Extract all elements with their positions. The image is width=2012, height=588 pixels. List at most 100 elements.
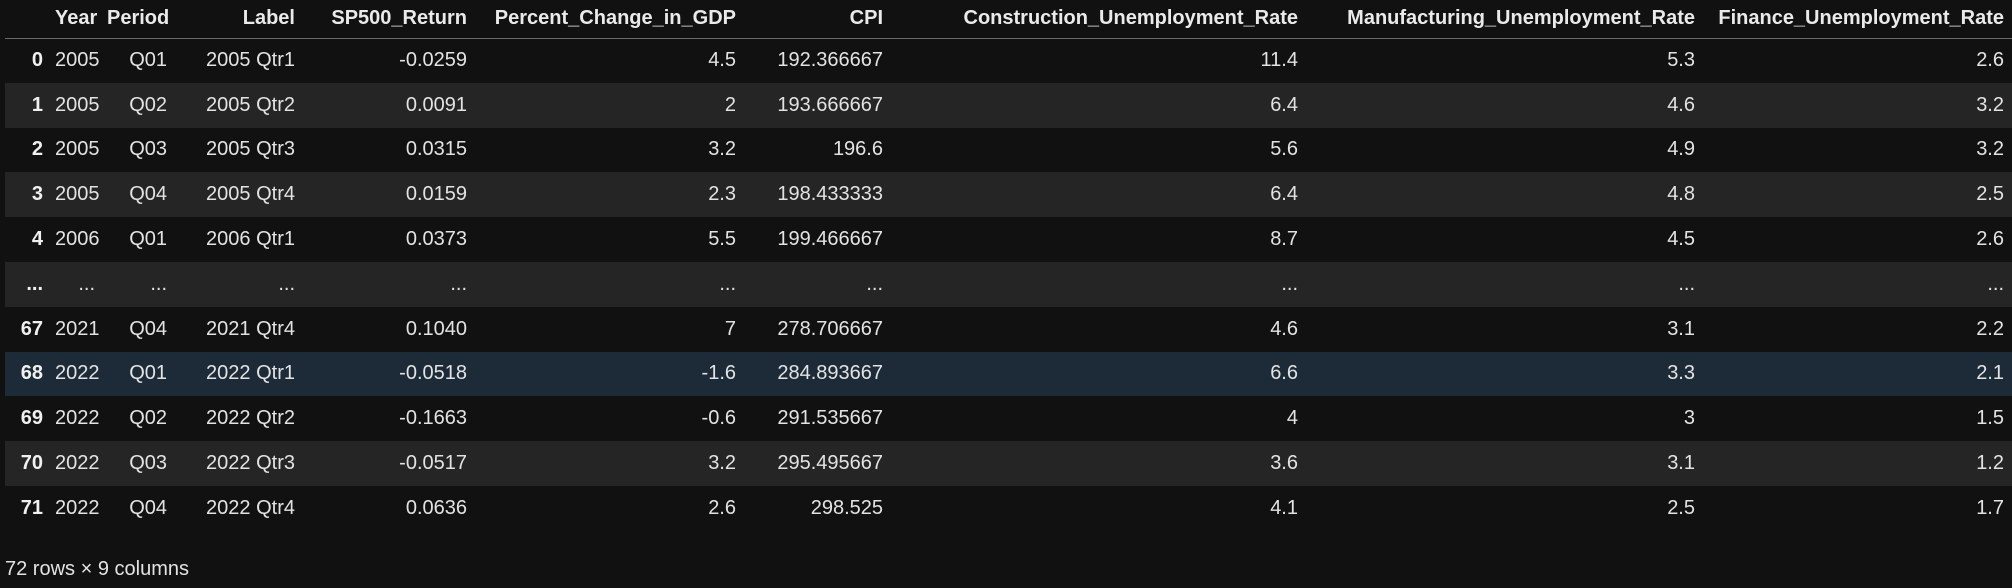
table-cell: 4.9 bbox=[1667, 138, 1695, 161]
table-cell: -0.6 bbox=[701, 407, 736, 430]
table-cell: Q02 bbox=[129, 407, 167, 430]
table-cell: 3.2 bbox=[1976, 93, 2004, 116]
table-cell: 3 bbox=[1683, 407, 1695, 430]
table-cell: 5.3 bbox=[1667, 49, 1695, 72]
table-cell: 3.2 bbox=[1976, 138, 2004, 161]
table-cell: -0.1663 bbox=[399, 407, 467, 430]
table-cell: 4.6 bbox=[1667, 93, 1695, 116]
table-cell: 1.5 bbox=[1976, 407, 2004, 430]
table-cell: 298.525 bbox=[810, 496, 883, 519]
table-cell: 5.5 bbox=[708, 228, 736, 251]
table-cell: 291.535667 bbox=[777, 407, 883, 430]
table-cell: 0.1040 bbox=[405, 317, 467, 340]
table-body: 0 2005 Q01 2005 Qtr1 -0.0259 4.5 192.366667 11.… bbox=[5, 38, 2012, 531]
table-cell: 2021 Qtr4 bbox=[206, 317, 295, 340]
table-row: 2 2005 Q03 2005 Qtr3 0.0315 3.2 196.6 5.6 4.9 3.2 bbox=[5, 127, 2012, 173]
table-cell: ... bbox=[719, 272, 736, 295]
table-cell: ... bbox=[450, 272, 467, 295]
row-index: 0 bbox=[31, 49, 43, 72]
row-index: 67 bbox=[20, 317, 43, 340]
table-cell: 8.7 bbox=[1270, 228, 1298, 251]
table-cell: 2.6 bbox=[1976, 49, 2004, 72]
table-row: 3 2005 Q04 2005 Qtr4 0.0159 2.3 198.433333 6.4 4… bbox=[5, 172, 2012, 218]
column-header-percent-change-in-gdp: Percent_Change_in_GDP bbox=[475, 0, 744, 39]
table-cell: 3.2 bbox=[708, 138, 736, 161]
table-cell: 3.1 bbox=[1667, 452, 1695, 475]
table-cell: 2005 bbox=[55, 49, 100, 72]
table-cell: 2022 bbox=[55, 452, 100, 475]
table-cell: 295.495667 bbox=[777, 452, 883, 475]
table-header-row: Year Period Label SP500_Return Percent_Chang… bbox=[5, 0, 2012, 39]
table-cell: 196.6 bbox=[832, 138, 883, 161]
table-cell: 2022 bbox=[55, 496, 100, 519]
table-cell: -1.6 bbox=[701, 362, 736, 385]
table-cell: 0.0636 bbox=[405, 496, 467, 519]
table-cell: 3.2 bbox=[708, 452, 736, 475]
table-row: 0 2005 Q01 2005 Qtr1 -0.0259 4.5 192.366667 11.… bbox=[5, 38, 2012, 83]
table-cell: 2005 Qtr1 bbox=[206, 49, 295, 72]
table-cell: 0.0159 bbox=[405, 183, 467, 206]
column-header-sp500-return: SP500_Return bbox=[303, 0, 475, 39]
table-row: 71 2022 Q04 2022 Qtr4 0.0636 2.6 298.525 4.1 2.5… bbox=[5, 485, 2012, 531]
table-cell: ... bbox=[1281, 272, 1298, 295]
table-cell: 4.8 bbox=[1667, 183, 1695, 206]
table-cell: 4.5 bbox=[708, 49, 736, 72]
table-cell: ... bbox=[866, 272, 883, 295]
table-cell: 4.6 bbox=[1270, 317, 1298, 340]
table-cell: 2005 bbox=[55, 183, 100, 206]
row-index: 71 bbox=[20, 496, 43, 519]
index-header bbox=[5, 0, 51, 39]
row-index: ... bbox=[26, 272, 43, 295]
table-cell: 11.4 bbox=[1260, 49, 1298, 72]
table-cell: 198.433333 bbox=[777, 183, 883, 206]
column-header-year: Year bbox=[51, 0, 103, 39]
column-header-construction-unemployment-rate: Construction_Unemployment_Rate bbox=[891, 0, 1306, 39]
row-index: 68 bbox=[20, 362, 43, 385]
table-cell: 4.1 bbox=[1270, 496, 1298, 519]
table-cell: 199.466667 bbox=[777, 228, 883, 251]
table-cell: 2.6 bbox=[708, 496, 736, 519]
table-row: 4 2006 Q01 2006 Qtr1 0.0373 5.5 199.466667 8.7 4… bbox=[5, 217, 2012, 262]
column-header-cpi: CPI bbox=[744, 0, 891, 39]
table-cell: ... bbox=[150, 272, 167, 295]
column-header-label: Label bbox=[175, 0, 303, 39]
table-cell: 2022 bbox=[55, 362, 100, 385]
table-cell: Q03 bbox=[129, 452, 167, 475]
shape-summary: 72 rows × 9 columns bbox=[5, 558, 189, 580]
row-index: 1 bbox=[31, 93, 43, 116]
table-cell: Q01 bbox=[129, 49, 167, 72]
table-cell: 2.5 bbox=[1667, 496, 1695, 519]
table-cell: 2021 bbox=[55, 317, 100, 340]
table-row: 67 2021 Q04 2021 Qtr4 0.1040 7 278.706667 4.6 3.… bbox=[5, 306, 2012, 352]
table-cell: 2005 Qtr2 bbox=[206, 93, 295, 116]
table-cell: -0.0518 bbox=[399, 362, 467, 385]
column-header-finance-unemployment-rate: Finance_Unemployment_Rate bbox=[1703, 0, 2012, 39]
table-cell: 1.7 bbox=[1976, 496, 2004, 519]
table-cell: Q04 bbox=[129, 496, 167, 519]
table-cell: 2005 Qtr3 bbox=[206, 138, 295, 161]
table-cell: 2006 Qtr1 bbox=[206, 228, 295, 251]
table-row: .............................. bbox=[5, 261, 2012, 307]
row-index: 4 bbox=[31, 228, 43, 251]
table-row: 70 2022 Q03 2022 Qtr3 -0.0517 3.2 295.495667 3.… bbox=[5, 441, 2012, 486]
table-cell: 2022 Qtr3 bbox=[206, 452, 295, 475]
row-index: 3 bbox=[31, 183, 43, 206]
table-cell: 3.6 bbox=[1270, 452, 1298, 475]
column-header-manufacturing-unemployment-rate: Manufacturing_Unemployment_Rate bbox=[1306, 0, 1703, 39]
table-cell: 2.1 bbox=[1976, 362, 2004, 385]
table-cell: 4 bbox=[1286, 407, 1298, 430]
row-index: 69 bbox=[20, 407, 43, 430]
table-cell: 3.3 bbox=[1667, 362, 1695, 385]
table-cell: 2022 Qtr4 bbox=[206, 496, 295, 519]
row-index: 2 bbox=[31, 138, 43, 161]
table-cell: 2.3 bbox=[708, 183, 736, 206]
table-cell: 6.4 bbox=[1270, 183, 1298, 206]
table-cell: Q04 bbox=[129, 317, 167, 340]
table-cell: 5.6 bbox=[1270, 138, 1298, 161]
table-cell: 193.666667 bbox=[777, 93, 883, 116]
table-cell: 278.706667 bbox=[777, 317, 883, 340]
table-cell: 4.5 bbox=[1667, 228, 1695, 251]
table-cell: 2.6 bbox=[1976, 228, 2004, 251]
table-cell: Q02 bbox=[129, 93, 167, 116]
table-cell: ... bbox=[78, 272, 95, 295]
